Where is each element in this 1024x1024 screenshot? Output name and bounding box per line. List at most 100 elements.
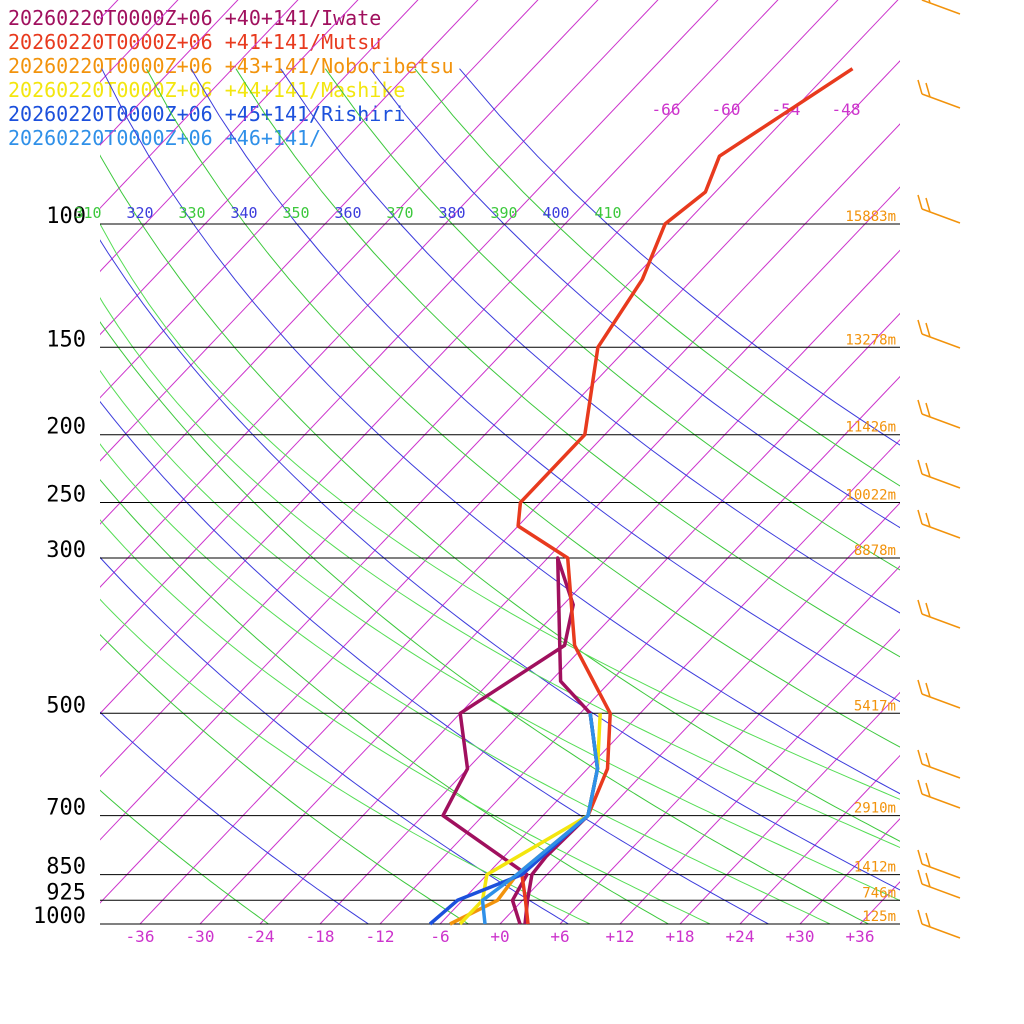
- x-tick-label: +30: [786, 927, 815, 946]
- upper-isotherm-label: -60: [712, 100, 741, 119]
- isotherm-line: [0, 0, 110, 924]
- dry-adiabat-line: [100, 789, 269, 924]
- wind-barb: [917, 849, 961, 879]
- pressure-label: 300: [46, 538, 86, 563]
- pressure-label: 250: [46, 483, 86, 508]
- wind-barb: [917, 509, 961, 539]
- height-label: 10022m: [845, 488, 896, 504]
- theta-label: 310: [74, 204, 101, 222]
- theta-label: 410: [594, 204, 621, 222]
- upper-isotherm-label: -48: [832, 100, 861, 119]
- dry-adiabat-line: [100, 239, 900, 891]
- theta-label: 380: [438, 204, 465, 222]
- height-label: 11426m: [845, 420, 896, 436]
- dry-adiabat-line: [100, 711, 369, 924]
- wind-barb: [917, 194, 961, 224]
- theta-label: 370: [386, 204, 413, 222]
- x-tick-label: +6: [550, 927, 569, 946]
- theta-label: 400: [542, 204, 569, 222]
- theta-label: 320: [126, 204, 153, 222]
- isotherm-line: [100, 0, 299, 209]
- pressure-label: 925: [46, 880, 86, 905]
- legend-entry: 20260220T0000Z+06 +45+141/Rishiri: [8, 102, 406, 126]
- isotherm-line: [920, 0, 1024, 924]
- legend-entry: 20260220T0000Z+06 +41+141/Mutsu: [8, 30, 382, 54]
- legend-entry: 20260220T0000Z+06 +44+141/Mashike: [8, 78, 406, 102]
- x-tick-label: -18: [306, 927, 335, 946]
- isotherm-line: [0, 0, 50, 924]
- theta-label: 340: [230, 204, 257, 222]
- isotherm-line: [619, 628, 900, 924]
- dry-adiabat-line: [100, 633, 469, 924]
- moist-adiabat-line: [100, 296, 900, 849]
- pressure-label: 700: [46, 796, 86, 821]
- theta-label: 350: [282, 204, 309, 222]
- isotherm-line: [100, 0, 779, 715]
- wind-barb: [917, 749, 961, 779]
- isotherm-line: [100, 0, 539, 462]
- x-tick-label: -12: [366, 927, 395, 946]
- wind-barb: [917, 459, 961, 489]
- isotherm-line: [100, 0, 119, 20]
- moist-adiabat-line: [100, 519, 711, 924]
- dry-adiabat-line: [101, 68, 900, 795]
- pressure-label: 200: [46, 415, 86, 440]
- theta-label: 330: [178, 204, 205, 222]
- wind-barb: [921, 0, 961, 15]
- height-label: 5417m: [854, 698, 896, 714]
- x-tick-label: -24: [246, 927, 275, 946]
- isotherm-line: [259, 249, 900, 924]
- wind-barb: [917, 79, 961, 109]
- height-label: 15883m: [845, 209, 896, 225]
- isotherm-line: [559, 565, 900, 924]
- dry-adiabat-line: [100, 321, 869, 924]
- sounding-series-line: [480, 713, 600, 925]
- pressure-label: 1000: [33, 904, 86, 929]
- legend-entry: 20260220T0000Z+06 +40+141/Iwate: [8, 6, 382, 30]
- isotherm-line: [100, 0, 839, 778]
- height-label: 13278m: [845, 332, 896, 348]
- dry-adiabat-line: [145, 68, 900, 748]
- dry-adiabat-line: [190, 68, 900, 703]
- legend-entry: 20260220T0000Z+06 +46+141/: [8, 126, 322, 150]
- x-tick-label: -6: [430, 927, 449, 946]
- isotherm-line: [100, 0, 359, 273]
- wind-barb: [917, 779, 961, 809]
- height-label: 1412m: [854, 860, 896, 876]
- wind-barb: [917, 319, 961, 349]
- dry-adiabat-line: [369, 68, 900, 529]
- isotherm-line: [100, 0, 599, 525]
- isotherm-line: [139, 123, 900, 924]
- isotherm-line: [199, 186, 900, 924]
- sounding-series-line: [441, 556, 600, 925]
- height-label: 8878m: [854, 543, 896, 559]
- wind-barb: [917, 679, 961, 709]
- isotherm-line: [739, 754, 900, 924]
- wind-barb: [917, 399, 961, 429]
- wind-barb: [917, 909, 961, 939]
- dry-adiabat-line: [235, 68, 900, 658]
- moist-adiabat-line: [100, 369, 900, 902]
- pressure-label: 850: [46, 855, 86, 880]
- isotherm-line: [100, 0, 239, 146]
- isotherm-line: [100, 0, 419, 336]
- dry-adiabat-line: [414, 68, 900, 487]
- x-tick-label: +36: [846, 927, 875, 946]
- pressure-label: 100: [46, 204, 86, 229]
- dry-adiabat-line: [280, 68, 900, 614]
- wind-barb: [917, 599, 961, 629]
- dry-adiabat-line: [100, 479, 669, 924]
- isotherm-line: [799, 818, 900, 924]
- dry-adiabat-line: [324, 68, 900, 571]
- theta-label: 360: [334, 204, 361, 222]
- pressure-label: 150: [46, 327, 86, 352]
- x-tick-label: -30: [186, 927, 215, 946]
- isotherm-line: [679, 691, 900, 924]
- theta-label: 390: [490, 204, 517, 222]
- x-tick-label: +0: [490, 927, 509, 946]
- pressure-label: 500: [46, 693, 86, 718]
- isotherm-line: [100, 0, 479, 399]
- isotherm-line: [499, 502, 900, 924]
- x-tick-label: +18: [666, 927, 695, 946]
- dry-adiabat-line: [100, 154, 900, 842]
